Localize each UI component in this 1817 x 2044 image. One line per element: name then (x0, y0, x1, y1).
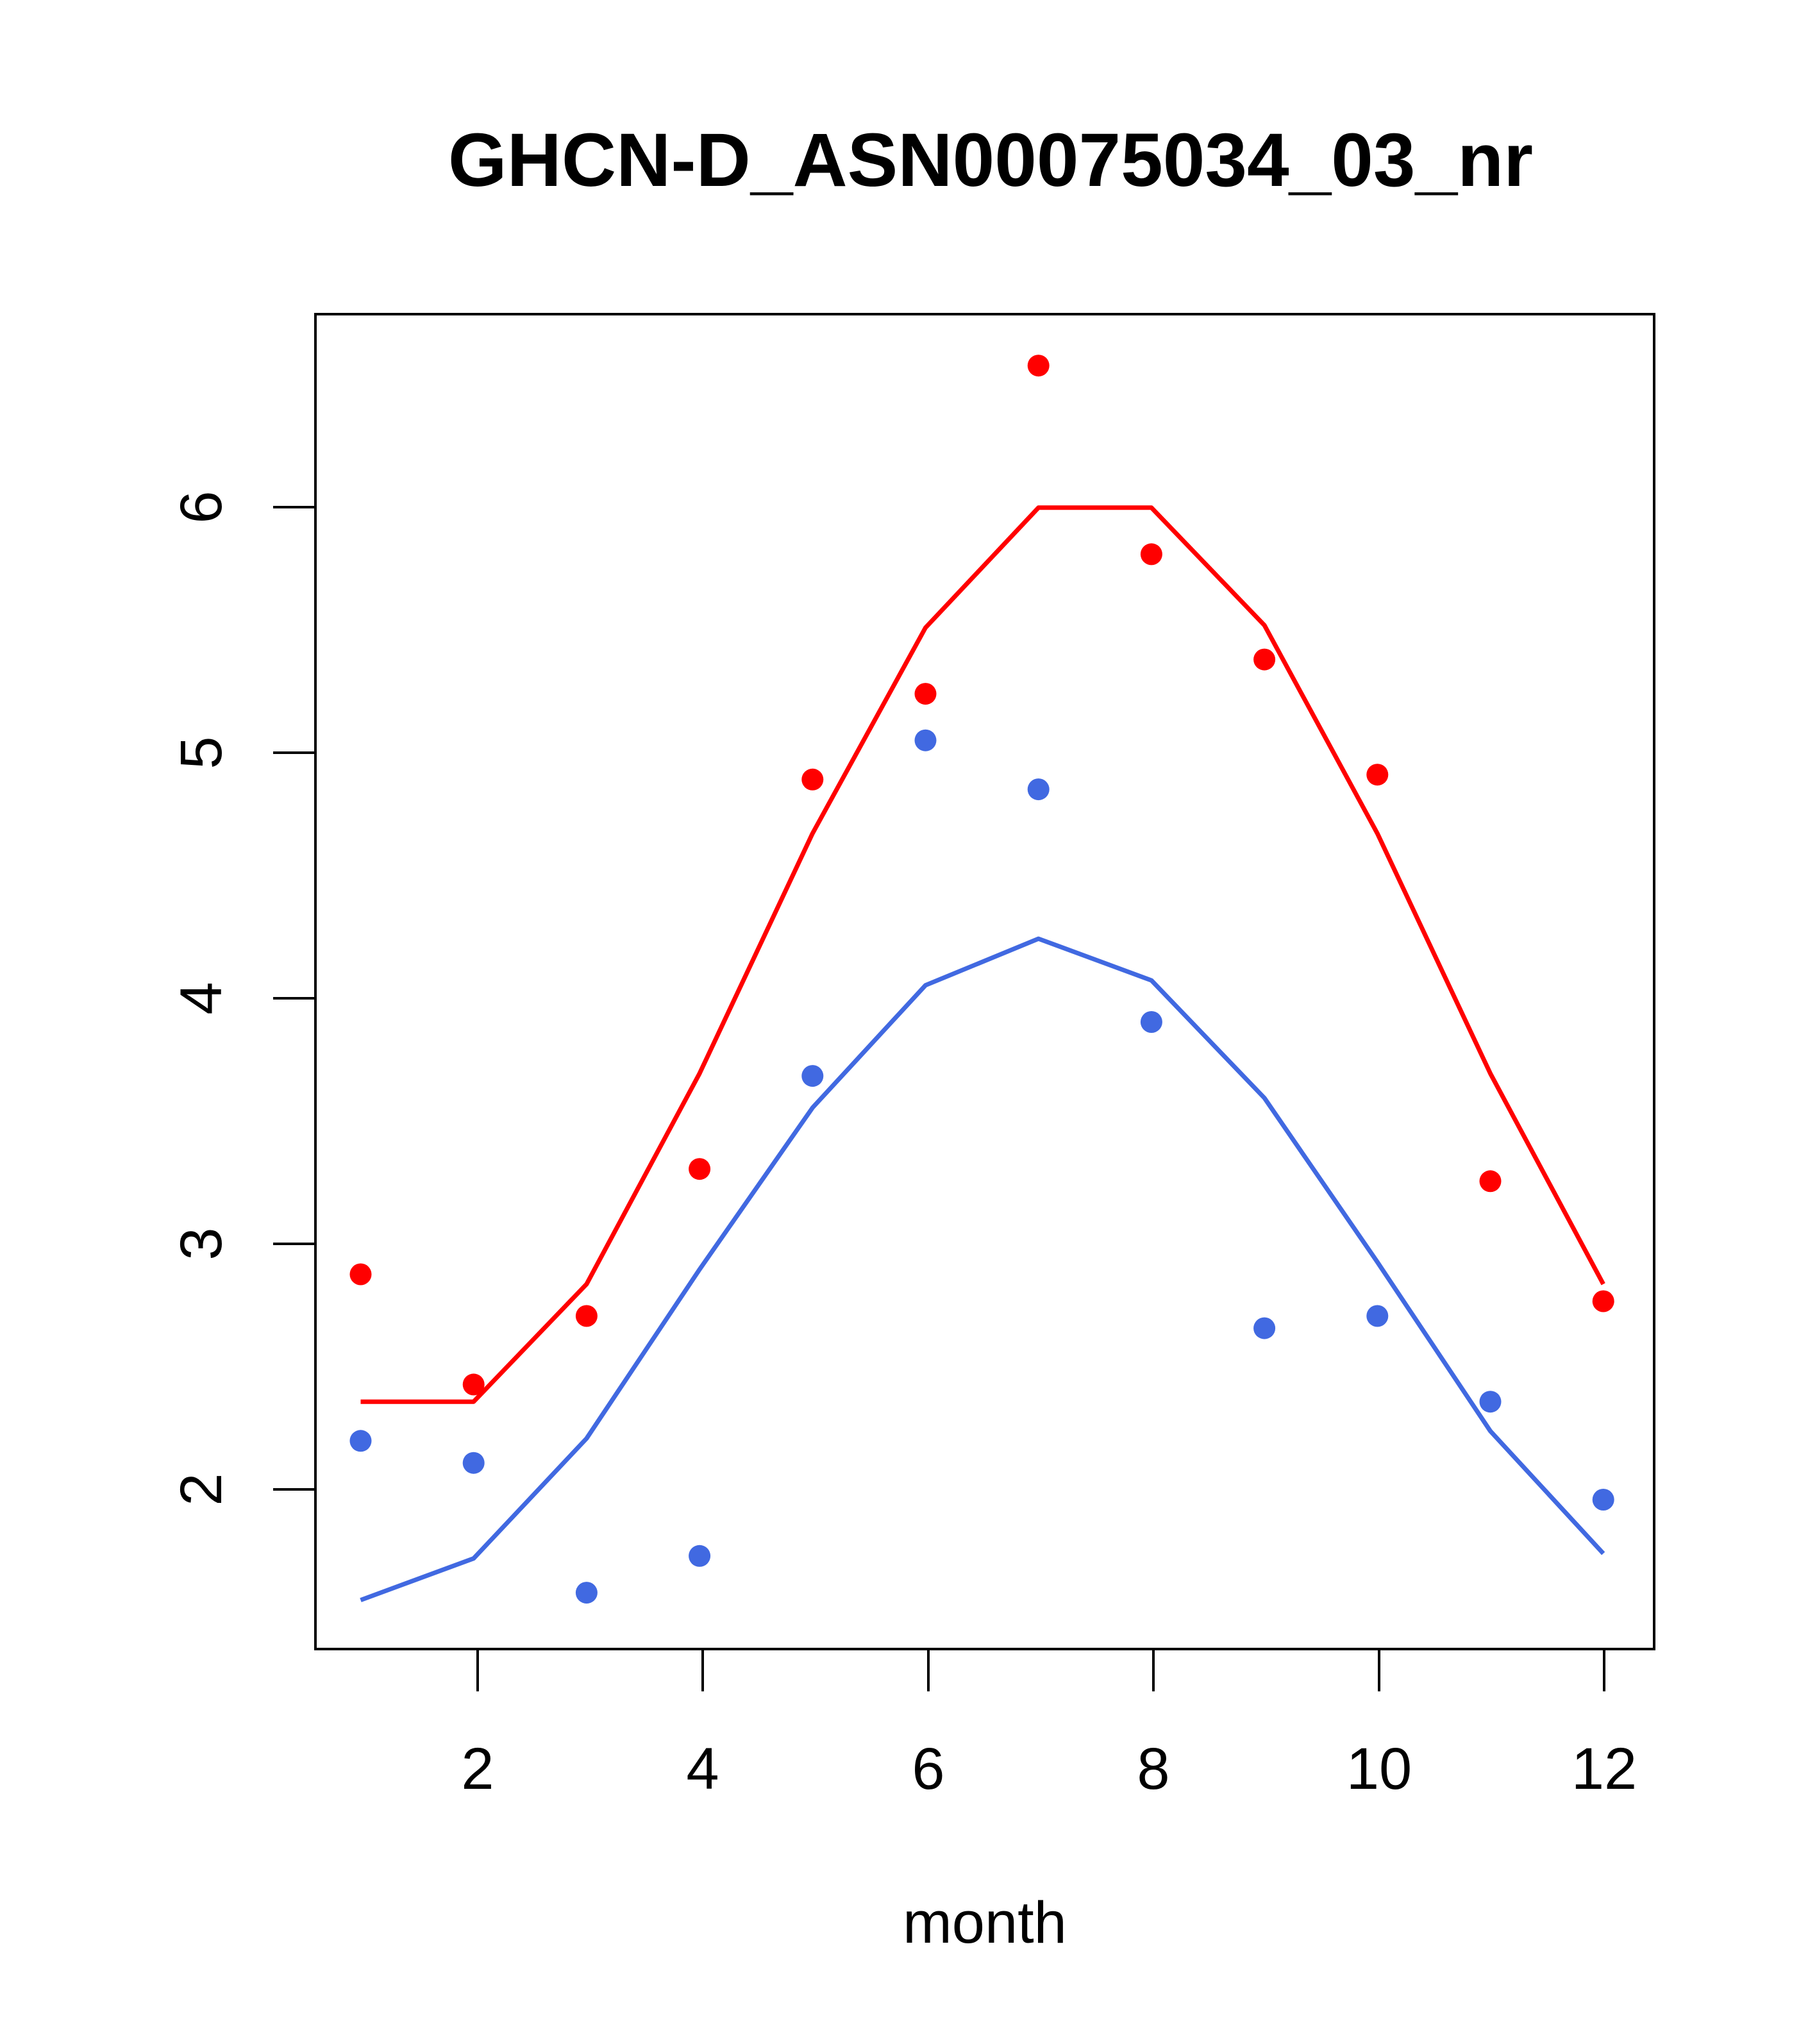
data-point-series-1 (575, 1305, 598, 1327)
data-point-series-1 (689, 1158, 711, 1180)
data-point-series-1 (1253, 648, 1276, 671)
x-tick-label: 12 (1571, 1736, 1637, 1802)
data-point-series-2 (1479, 1391, 1502, 1413)
x-tick-label: 10 (1346, 1736, 1412, 1802)
y-tick-label: 2 (169, 1473, 234, 1505)
data-point-series-2 (689, 1545, 711, 1567)
data-point-series-2 (575, 1582, 598, 1604)
y-tick-label: 5 (169, 736, 234, 769)
y-tick-label: 3 (169, 1227, 234, 1260)
plot-frame (314, 313, 1655, 1650)
data-point-series-1 (349, 1263, 372, 1286)
x-axis-label: month (903, 1890, 1067, 1956)
x-tick-label: 8 (1137, 1736, 1169, 1802)
y-tick-label: 6 (169, 490, 234, 523)
plot-layer (349, 355, 1614, 1604)
data-point-series-1 (914, 683, 937, 705)
data-point-series-2 (462, 1452, 485, 1474)
data-point-series-2 (1366, 1305, 1389, 1327)
chart-title: GHCN-D_ASN00075034_03_nr (448, 118, 1533, 203)
x-tick-label: 4 (686, 1736, 719, 1802)
data-point-series-2 (349, 1430, 372, 1452)
data-point-series-1 (1366, 764, 1389, 786)
data-point-series-1 (801, 768, 824, 791)
data-point-series-1 (1140, 543, 1162, 565)
data-point-series-1 (1479, 1170, 1502, 1193)
data-point-series-2 (1140, 1011, 1162, 1033)
y-axis: 2 3 4 5 6 (169, 490, 317, 1506)
data-point-series-1 (1592, 1290, 1614, 1312)
y-tick-label: 4 (169, 982, 234, 1014)
data-point-series-1 (462, 1373, 485, 1396)
x-tick-label: 2 (461, 1736, 494, 1802)
x-tick-label: 6 (912, 1736, 944, 1802)
data-point-series-2 (1027, 778, 1050, 801)
data-point-series-1 (1027, 355, 1050, 377)
series-line-1 (360, 505, 1605, 1404)
data-point-series-2 (801, 1065, 824, 1087)
data-point-series-2 (1253, 1317, 1276, 1339)
data-point-series-2 (1592, 1489, 1614, 1511)
x-axis: 2 4 6 8 10 12 (461, 1648, 1637, 1802)
series-line-2 (360, 936, 1605, 1602)
data-point-series-2 (914, 729, 937, 751)
